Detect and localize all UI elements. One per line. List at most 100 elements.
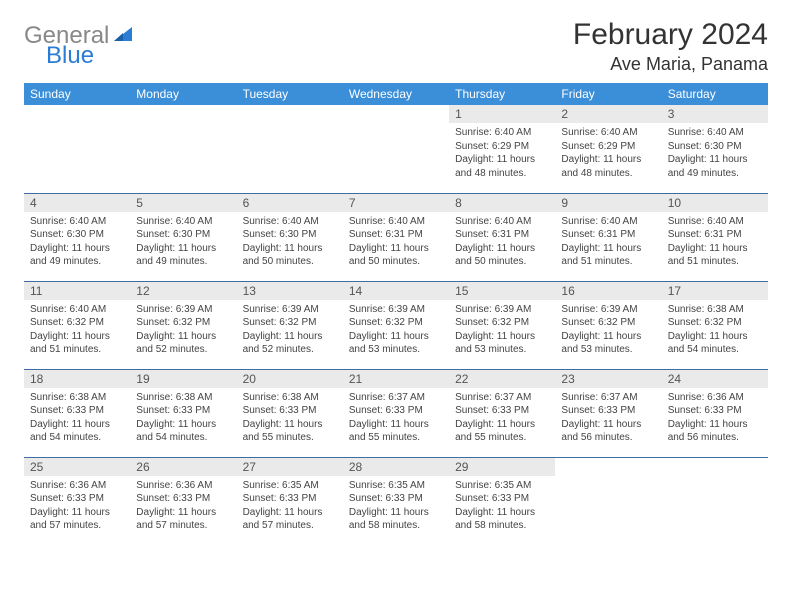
day-content: Sunrise: 6:35 AMSunset: 6:33 PMDaylight:…: [449, 476, 555, 536]
calendar-day-cell: 14Sunrise: 6:39 AMSunset: 6:32 PMDayligh…: [343, 281, 449, 369]
day-content: Sunrise: 6:36 AMSunset: 6:33 PMDaylight:…: [662, 388, 768, 448]
day-number: 8: [449, 194, 555, 212]
day-content: Sunrise: 6:38 AMSunset: 6:33 PMDaylight:…: [24, 388, 130, 448]
calendar-day-cell: 2Sunrise: 6:40 AMSunset: 6:29 PMDaylight…: [555, 105, 661, 193]
day-content: Sunrise: 6:40 AMSunset: 6:30 PMDaylight:…: [130, 212, 236, 272]
day-number: 25: [24, 458, 130, 476]
day-content: Sunrise: 6:37 AMSunset: 6:33 PMDaylight:…: [449, 388, 555, 448]
day-content: Sunrise: 6:40 AMSunset: 6:31 PMDaylight:…: [449, 212, 555, 272]
calendar-day-cell: 22Sunrise: 6:37 AMSunset: 6:33 PMDayligh…: [449, 369, 555, 457]
day-content: Sunrise: 6:40 AMSunset: 6:29 PMDaylight:…: [449, 123, 555, 183]
calendar-day-cell: 18Sunrise: 6:38 AMSunset: 6:33 PMDayligh…: [24, 369, 130, 457]
calendar-day-cell: 21Sunrise: 6:37 AMSunset: 6:33 PMDayligh…: [343, 369, 449, 457]
day-content: Sunrise: 6:38 AMSunset: 6:33 PMDaylight:…: [130, 388, 236, 448]
title-block: February 2024 Ave Maria, Panama: [573, 18, 768, 75]
day-content: Sunrise: 6:39 AMSunset: 6:32 PMDaylight:…: [343, 300, 449, 360]
day-number: 26: [130, 458, 236, 476]
day-content: Sunrise: 6:40 AMSunset: 6:30 PMDaylight:…: [24, 212, 130, 272]
day-content: Sunrise: 6:40 AMSunset: 6:30 PMDaylight:…: [237, 212, 343, 272]
day-content: Sunrise: 6:35 AMSunset: 6:33 PMDaylight:…: [343, 476, 449, 536]
weekday-header: Wednesday: [343, 83, 449, 105]
calendar-day-cell: [555, 457, 661, 545]
calendar-day-cell: 13Sunrise: 6:39 AMSunset: 6:32 PMDayligh…: [237, 281, 343, 369]
day-number: 24: [662, 370, 768, 388]
day-number: 29: [449, 458, 555, 476]
day-content: Sunrise: 6:39 AMSunset: 6:32 PMDaylight:…: [130, 300, 236, 360]
weekday-header: Monday: [130, 83, 236, 105]
calendar-day-cell: 24Sunrise: 6:36 AMSunset: 6:33 PMDayligh…: [662, 369, 768, 457]
day-number: 4: [24, 194, 130, 212]
day-number: 11: [24, 282, 130, 300]
calendar-day-cell: 27Sunrise: 6:35 AMSunset: 6:33 PMDayligh…: [237, 457, 343, 545]
day-number: 1: [449, 105, 555, 123]
calendar-day-cell: 6Sunrise: 6:40 AMSunset: 6:30 PMDaylight…: [237, 193, 343, 281]
day-content: Sunrise: 6:36 AMSunset: 6:33 PMDaylight:…: [130, 476, 236, 536]
calendar-day-cell: 7Sunrise: 6:40 AMSunset: 6:31 PMDaylight…: [343, 193, 449, 281]
day-number: 23: [555, 370, 661, 388]
calendar-day-cell: 15Sunrise: 6:39 AMSunset: 6:32 PMDayligh…: [449, 281, 555, 369]
calendar-week-row: 4Sunrise: 6:40 AMSunset: 6:30 PMDaylight…: [24, 193, 768, 281]
weekday-header: Sunday: [24, 83, 130, 105]
day-content: Sunrise: 6:40 AMSunset: 6:31 PMDaylight:…: [662, 212, 768, 272]
calendar-week-row: 18Sunrise: 6:38 AMSunset: 6:33 PMDayligh…: [24, 369, 768, 457]
day-number: 10: [662, 194, 768, 212]
calendar-day-cell: [343, 105, 449, 193]
day-content: Sunrise: 6:40 AMSunset: 6:32 PMDaylight:…: [24, 300, 130, 360]
day-number: 20: [237, 370, 343, 388]
calendar-day-cell: 9Sunrise: 6:40 AMSunset: 6:31 PMDaylight…: [555, 193, 661, 281]
calendar-day-cell: [662, 457, 768, 545]
day-number: 18: [24, 370, 130, 388]
day-content: Sunrise: 6:40 AMSunset: 6:31 PMDaylight:…: [555, 212, 661, 272]
day-number: 9: [555, 194, 661, 212]
calendar-table: SundayMondayTuesdayWednesdayThursdayFrid…: [24, 83, 768, 545]
calendar-week-row: 11Sunrise: 6:40 AMSunset: 6:32 PMDayligh…: [24, 281, 768, 369]
logo-blue: Blue: [46, 44, 134, 68]
calendar-day-cell: 10Sunrise: 6:40 AMSunset: 6:31 PMDayligh…: [662, 193, 768, 281]
month-title: February 2024: [573, 18, 768, 52]
day-content: Sunrise: 6:38 AMSunset: 6:33 PMDaylight:…: [237, 388, 343, 448]
day-content: Sunrise: 6:38 AMSunset: 6:32 PMDaylight:…: [662, 300, 768, 360]
day-number: 12: [130, 282, 236, 300]
calendar-day-cell: [130, 105, 236, 193]
calendar-day-cell: 28Sunrise: 6:35 AMSunset: 6:33 PMDayligh…: [343, 457, 449, 545]
weekday-header: Friday: [555, 83, 661, 105]
day-content: Sunrise: 6:40 AMSunset: 6:31 PMDaylight:…: [343, 212, 449, 272]
day-number: 19: [130, 370, 236, 388]
calendar-week-row: 1Sunrise: 6:40 AMSunset: 6:29 PMDaylight…: [24, 105, 768, 193]
day-content: Sunrise: 6:40 AMSunset: 6:29 PMDaylight:…: [555, 123, 661, 183]
calendar-day-cell: 3Sunrise: 6:40 AMSunset: 6:30 PMDaylight…: [662, 105, 768, 193]
calendar-day-cell: 12Sunrise: 6:39 AMSunset: 6:32 PMDayligh…: [130, 281, 236, 369]
calendar-day-cell: 25Sunrise: 6:36 AMSunset: 6:33 PMDayligh…: [24, 457, 130, 545]
day-number: 14: [343, 282, 449, 300]
day-content: Sunrise: 6:37 AMSunset: 6:33 PMDaylight:…: [555, 388, 661, 448]
day-number: 28: [343, 458, 449, 476]
location: Ave Maria, Panama: [573, 54, 768, 75]
logo: GeneralBlue: [24, 24, 134, 68]
day-number: 6: [237, 194, 343, 212]
weekday-header-row: SundayMondayTuesdayWednesdayThursdayFrid…: [24, 83, 768, 105]
calendar-day-cell: 5Sunrise: 6:40 AMSunset: 6:30 PMDaylight…: [130, 193, 236, 281]
day-content: Sunrise: 6:37 AMSunset: 6:33 PMDaylight:…: [343, 388, 449, 448]
weekday-header: Saturday: [662, 83, 768, 105]
day-number: 22: [449, 370, 555, 388]
day-content: Sunrise: 6:40 AMSunset: 6:30 PMDaylight:…: [662, 123, 768, 183]
day-content: Sunrise: 6:36 AMSunset: 6:33 PMDaylight:…: [24, 476, 130, 536]
day-number: 21: [343, 370, 449, 388]
calendar-day-cell: 20Sunrise: 6:38 AMSunset: 6:33 PMDayligh…: [237, 369, 343, 457]
day-number: 16: [555, 282, 661, 300]
calendar-day-cell: 11Sunrise: 6:40 AMSunset: 6:32 PMDayligh…: [24, 281, 130, 369]
day-number: 27: [237, 458, 343, 476]
calendar-day-cell: [24, 105, 130, 193]
day-number: 17: [662, 282, 768, 300]
calendar-day-cell: 8Sunrise: 6:40 AMSunset: 6:31 PMDaylight…: [449, 193, 555, 281]
calendar-day-cell: 16Sunrise: 6:39 AMSunset: 6:32 PMDayligh…: [555, 281, 661, 369]
weekday-header: Tuesday: [237, 83, 343, 105]
day-number: 5: [130, 194, 236, 212]
calendar-day-cell: 1Sunrise: 6:40 AMSunset: 6:29 PMDaylight…: [449, 105, 555, 193]
day-number: 2: [555, 105, 661, 123]
calendar-week-row: 25Sunrise: 6:36 AMSunset: 6:33 PMDayligh…: [24, 457, 768, 545]
calendar-day-cell: 26Sunrise: 6:36 AMSunset: 6:33 PMDayligh…: [130, 457, 236, 545]
day-number: 13: [237, 282, 343, 300]
day-content: Sunrise: 6:39 AMSunset: 6:32 PMDaylight:…: [555, 300, 661, 360]
day-number: 7: [343, 194, 449, 212]
